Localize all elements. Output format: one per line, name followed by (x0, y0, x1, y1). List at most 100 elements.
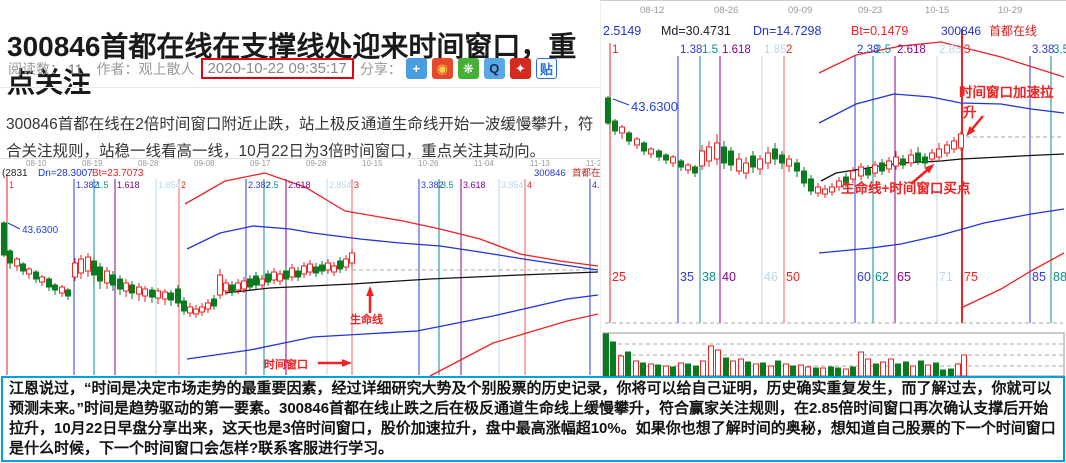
svg-text:Dn=28.3007: Dn=28.3007 (38, 168, 93, 179)
footer-note-box: 江恩说过，“时间是决定市场走势的最重要因素，经过详细研究大势及个别股票的历史记录… (1, 376, 1065, 462)
share-red-icon[interactable]: ✦ (509, 58, 531, 79)
tieba-icon[interactable]: 贴 (535, 58, 557, 79)
svg-text:Dn=14.7298: Dn=14.7298 (753, 24, 822, 38)
author-label: 作者：观上散人 (96, 60, 195, 77)
share-more-icon[interactable]: + (405, 58, 427, 79)
svg-text:Bt=23.7073: Bt=23.7073 (92, 168, 144, 179)
svg-text:50: 50 (786, 270, 800, 284)
wechat-icon[interactable]: ❋ (457, 58, 479, 79)
svg-text:生命线: 生命线 (350, 312, 383, 326)
svg-text:升: 升 (963, 104, 977, 120)
share-label: 分享： (359, 60, 402, 77)
svg-text:08-28: 08-28 (138, 159, 159, 168)
svg-text:2.854: 2.854 (329, 180, 352, 190)
svg-text:08-26: 08-26 (714, 5, 738, 16)
share-icon-bar: + ◉ ❋ Q ✦ 贴 (405, 58, 557, 79)
page-title: 300846首都在线在支撑线处迎来时间窗口，重点关注 (7, 30, 577, 98)
svg-text:2.85: 2.85 (939, 44, 961, 56)
svg-text:(2831: (2831 (2, 168, 28, 179)
svg-text:09-08: 09-08 (194, 159, 215, 168)
svg-text:10-15: 10-15 (925, 5, 949, 16)
svg-text:2.618: 2.618 (897, 44, 926, 56)
svg-text:08-19: 08-19 (82, 159, 103, 168)
svg-text:Bt=0.1479: Bt=0.1479 (851, 24, 908, 38)
svg-text:1.854: 1.854 (158, 180, 181, 190)
svg-text:43.6300: 43.6300 (631, 99, 678, 114)
svg-text:3.854: 3.854 (501, 180, 524, 190)
svg-text:生命线+时间窗口买点: 生命线+时间窗口买点 (841, 180, 971, 196)
svg-text:2.382: 2.382 (248, 180, 271, 190)
svg-text:3.38: 3.38 (1032, 44, 1054, 56)
svg-text:2.618: 2.618 (288, 180, 311, 190)
svg-text:首都在线: 首都在线 (572, 167, 600, 179)
svg-text:10-15: 10-15 (362, 159, 383, 168)
svg-text:09-17: 09-17 (250, 159, 271, 168)
footer-note-text: 江恩说过，“时间是决定市场走势的最重要因素，经过详细研究大势及个别股票的历史记录… (9, 380, 1056, 457)
svg-text:首都在线: 首都在线 (989, 24, 1037, 38)
weibo-icon[interactable]: ◉ (431, 58, 453, 79)
svg-text:2: 2 (786, 44, 792, 56)
svg-text:09-09: 09-09 (788, 5, 812, 16)
article-meta: 阅读数： 11 作者：观上散人 2020-10-22 09:35:17 分享： … (8, 58, 598, 79)
publish-time-badge: 2020-10-22 09:35:17 (200, 58, 354, 79)
svg-text:71: 71 (939, 270, 953, 284)
svg-text:08-12: 08-12 (640, 5, 664, 16)
svg-text:3.382: 3.382 (421, 180, 444, 190)
svg-text:300846: 300846 (941, 24, 981, 38)
reads-label: 阅读数： (8, 60, 64, 77)
svg-text:1.38: 1.38 (680, 44, 702, 56)
svg-text:09-23: 09-23 (858, 5, 882, 16)
qq-icon[interactable]: Q (483, 58, 505, 79)
gann-channel-chart-long[interactable]: 08-10 08-19 08-28 09-08 09-17 09-28 10-15 10-26… (0, 158, 611, 377)
svg-text:11-13: 11-13 (530, 159, 550, 168)
svg-text:75: 75 (964, 270, 978, 284)
svg-text:10-26: 10-26 (418, 159, 439, 168)
svg-text:62: 62 (875, 270, 889, 284)
svg-text:46: 46 (764, 270, 778, 284)
svg-text:2.38: 2.38 (857, 44, 879, 56)
svg-text:10-29: 10-29 (998, 5, 1022, 16)
svg-text:1.618: 1.618 (117, 180, 140, 190)
svg-text:1.382: 1.382 (76, 180, 99, 190)
svg-text:1.5: 1.5 (96, 180, 109, 190)
svg-text:3.618: 3.618 (463, 180, 486, 190)
svg-text:35: 35 (680, 270, 694, 284)
svg-text:2.5: 2.5 (266, 180, 279, 190)
svg-text:1.85: 1.85 (764, 44, 786, 56)
article-summary: 300846首都在线在2倍时间窗口附近止跌，站上极反通道生命线开始一波缓慢攀升，… (6, 115, 594, 160)
svg-text:4: 4 (527, 180, 532, 190)
svg-text:11-04: 11-04 (474, 159, 494, 168)
svg-text:2: 2 (181, 180, 186, 190)
svg-text:2.5149: 2.5149 (603, 24, 641, 38)
svg-text:11-24: 11-24 (586, 159, 600, 168)
gann-channel-chart-zoom[interactable]: 08-12 08-26 09-09 09-23 10-15 10-29 2.5149 Md=3… (600, 0, 1066, 378)
svg-text:3: 3 (964, 44, 970, 56)
svg-text:3.5: 3.5 (441, 180, 454, 190)
svg-text:25: 25 (612, 270, 626, 284)
chart-svg: 08-10 08-19 08-28 09-08 09-17 09-28 10-15 10-26… (1, 159, 611, 377)
svg-text:60: 60 (857, 270, 871, 284)
svg-text:43.6300: 43.6300 (22, 225, 59, 236)
svg-text:2.5: 2.5 (875, 44, 891, 56)
svg-text:09-28: 09-28 (306, 159, 327, 168)
reads-count: 11 (68, 60, 83, 77)
svg-text:08-10: 08-10 (26, 159, 47, 168)
svg-text:88: 88 (1053, 270, 1066, 284)
chart-svg: 08-12 08-26 09-09 09-23 10-15 10-29 2.5149 Md=3… (602, 5, 1066, 377)
svg-text:40: 40 (722, 270, 736, 284)
svg-text:4.: 4. (592, 180, 600, 190)
svg-text:时间窗口: 时间窗口 (264, 357, 308, 371)
svg-text:38: 38 (702, 270, 716, 284)
svg-text:1.5: 1.5 (702, 44, 718, 56)
svg-text:时间窗口加速拉: 时间窗口加速拉 (959, 84, 1054, 100)
svg-text:3: 3 (354, 180, 359, 190)
svg-text:300846: 300846 (534, 168, 566, 179)
svg-text:1: 1 (612, 44, 618, 56)
svg-text:65: 65 (897, 270, 911, 284)
svg-text:1: 1 (9, 180, 14, 190)
svg-text:Md=30.4731: Md=30.4731 (661, 24, 731, 38)
svg-text:85: 85 (1032, 270, 1046, 284)
svg-text:1.618: 1.618 (722, 44, 751, 56)
meta-divider (0, 87, 599, 88)
